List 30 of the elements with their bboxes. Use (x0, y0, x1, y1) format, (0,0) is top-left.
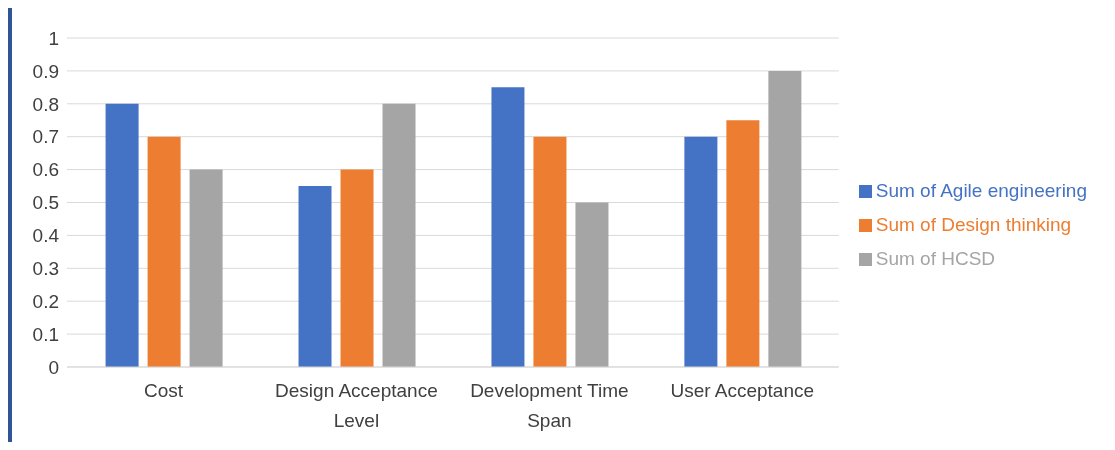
bar (684, 136, 718, 367)
y-tick-label: 0.7 (32, 126, 59, 148)
x-tick-label: Development Time Span (470, 380, 629, 431)
bar (491, 87, 525, 367)
legend-label: Sum of Agile engineering (875, 180, 1087, 201)
bar (726, 120, 760, 367)
y-tick-label: 0 (48, 356, 59, 378)
y-tick-label: 0.8 (32, 93, 59, 115)
bar (768, 70, 802, 367)
bar (189, 169, 223, 367)
bar (382, 103, 416, 367)
bar (147, 136, 181, 367)
y-tick-label: 0.9 (32, 60, 59, 82)
y-tick-label: 0.4 (32, 225, 60, 247)
x-tick-label: Cost (143, 380, 184, 401)
x-tick-label: User Acceptance (670, 380, 815, 401)
y-tick-label: 1 (48, 27, 59, 49)
y-tick-label: 0.2 (32, 290, 59, 312)
x-tick-label: Design Acceptance Level (275, 380, 438, 431)
bar (105, 103, 139, 367)
legend-label: Sum of HCSD (875, 248, 996, 269)
y-tick-label: 0.6 (32, 159, 59, 181)
y-tick-label: 0.1 (32, 323, 59, 345)
bar (298, 186, 332, 367)
bar (575, 202, 609, 367)
bar (340, 169, 374, 367)
y-tick-label: 0.3 (32, 258, 59, 280)
legend-label: Sum of Design thinking (875, 214, 1072, 235)
bar (533, 136, 567, 367)
y-tick-label: 0.5 (32, 192, 59, 214)
